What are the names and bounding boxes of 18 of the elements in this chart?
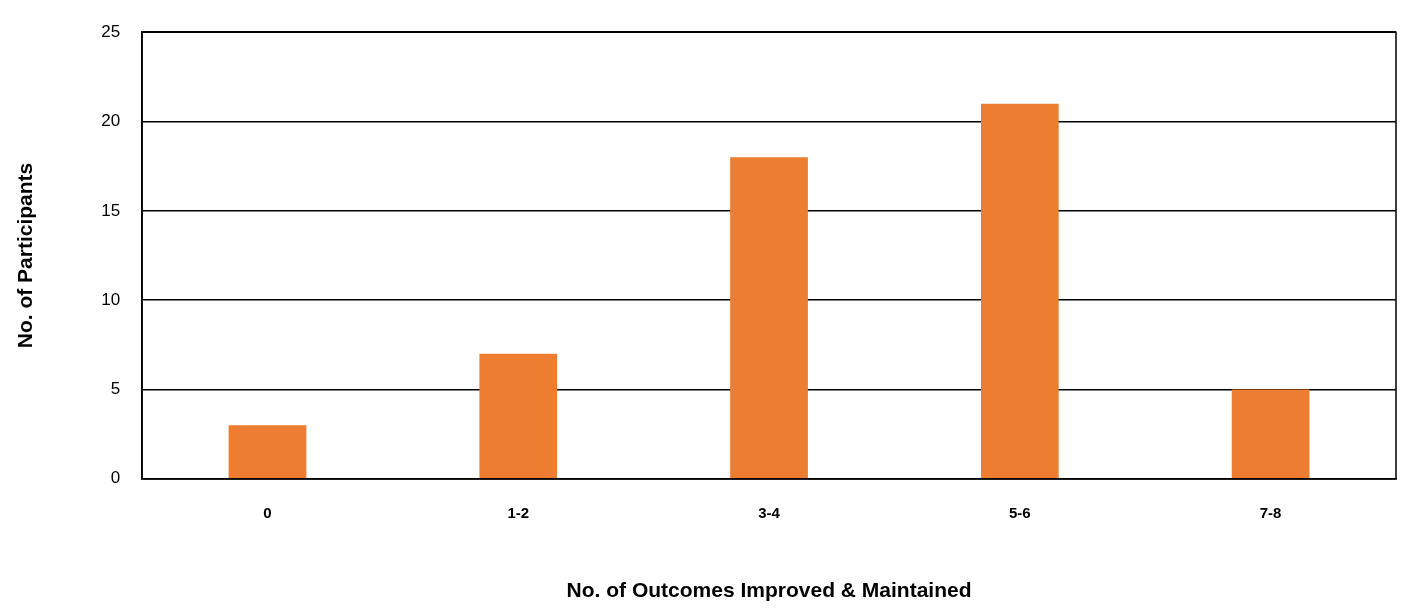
x-tick-label: 1-2: [507, 503, 530, 521]
bar: [1231, 389, 1310, 479]
x-tick-label: 5-6: [1008, 503, 1031, 521]
bar: [980, 103, 1059, 479]
y-axis-title: No. of Participants: [13, 162, 37, 349]
x-axis-title: No. of Outcomes Improved & Maintained: [566, 578, 972, 602]
y-tick-label: 5: [110, 379, 121, 399]
y-tick-label: 25: [101, 21, 121, 41]
bar: [730, 157, 808, 479]
bar: [228, 425, 307, 479]
x-tick-label: 3-4: [758, 503, 781, 521]
bar: [479, 353, 558, 479]
y-tick-label: 20: [101, 111, 121, 131]
x-tick-label: 0: [263, 503, 272, 521]
y-tick-label: 0: [110, 468, 121, 488]
y-tick-label: 15: [101, 200, 121, 220]
y-tick-label: 10: [101, 289, 121, 309]
x-tick-label: 7-8: [1259, 503, 1282, 521]
